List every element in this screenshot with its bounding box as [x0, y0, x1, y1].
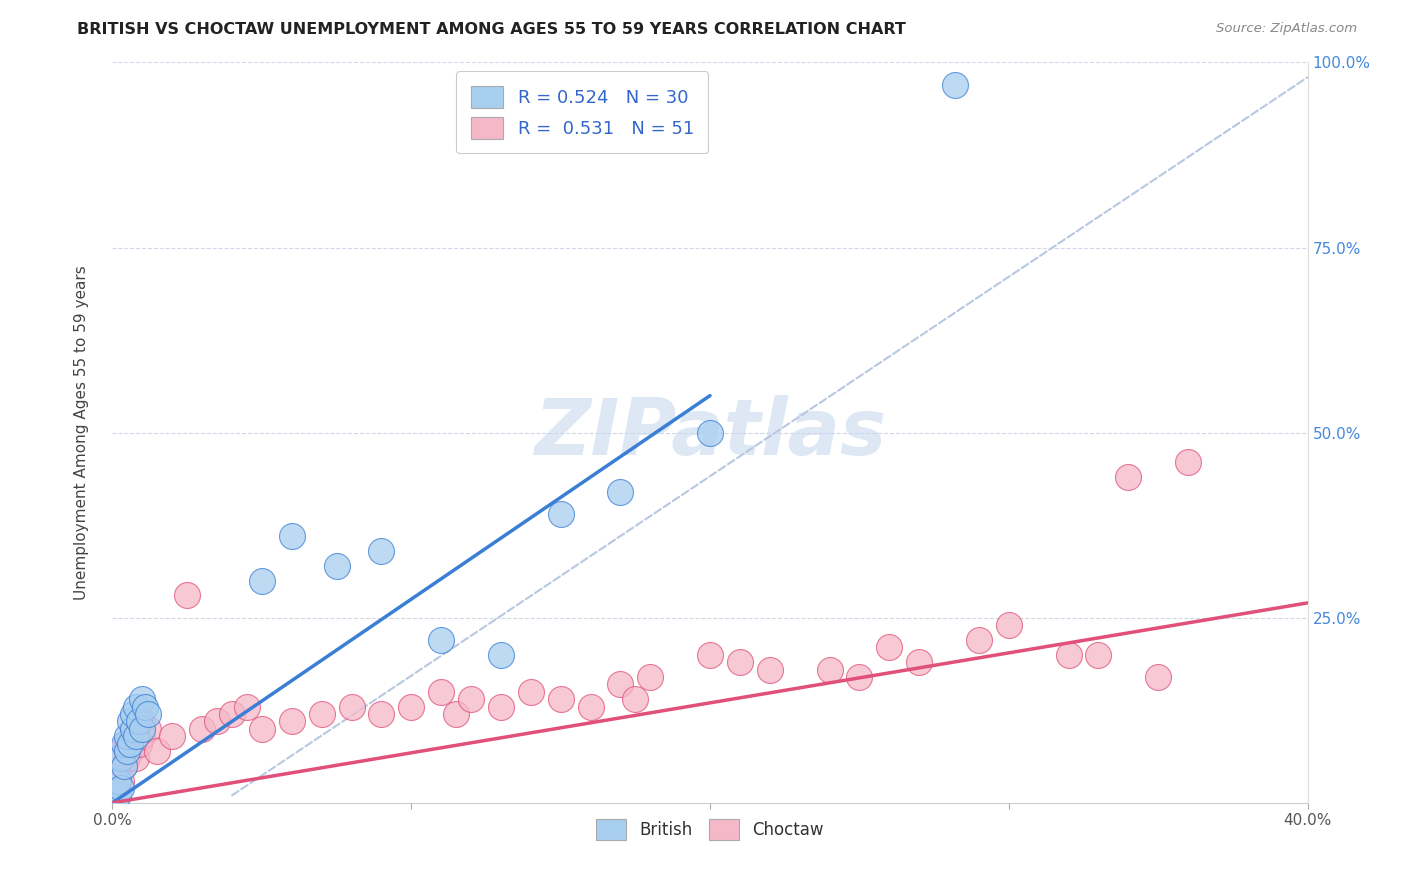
Point — [728, 655, 751, 669]
Point — [430, 632, 453, 647]
Point — [117, 729, 139, 743]
Point — [250, 722, 273, 736]
Point — [370, 544, 392, 558]
Text: Source: ZipAtlas.com: Source: ZipAtlas.com — [1216, 22, 1357, 36]
Point — [117, 744, 139, 758]
Point — [120, 737, 142, 751]
Legend: British, Choctaw: British, Choctaw — [589, 813, 831, 847]
Point — [146, 744, 169, 758]
Point — [1057, 648, 1080, 662]
Point — [460, 692, 482, 706]
Text: BRITISH VS CHOCTAW UNEMPLOYMENT AMONG AGES 55 TO 59 YEARS CORRELATION CHART: BRITISH VS CHOCTAW UNEMPLOYMENT AMONG AG… — [77, 22, 907, 37]
Point — [134, 699, 156, 714]
Point — [879, 640, 901, 655]
Point — [579, 699, 602, 714]
Point — [138, 706, 160, 721]
Point — [131, 714, 153, 729]
Point — [325, 558, 347, 573]
Point — [281, 714, 304, 729]
Point — [122, 706, 145, 721]
Point — [444, 706, 467, 721]
Point — [759, 663, 782, 677]
Point — [401, 699, 423, 714]
Point — [250, 574, 273, 588]
Point — [1118, 470, 1140, 484]
Point — [107, 789, 129, 803]
Point — [370, 706, 392, 721]
Point — [107, 766, 129, 780]
Point — [1177, 455, 1199, 469]
Point — [117, 737, 139, 751]
Point — [122, 729, 145, 743]
Point — [110, 780, 132, 795]
Point — [640, 670, 662, 684]
Point — [104, 780, 127, 795]
Point — [520, 685, 543, 699]
Point — [550, 507, 572, 521]
Point — [176, 589, 198, 603]
Point — [967, 632, 990, 647]
Point — [281, 529, 304, 543]
Point — [699, 425, 721, 440]
Point — [128, 714, 150, 729]
Point — [110, 773, 132, 788]
Point — [311, 706, 333, 721]
Point — [114, 737, 135, 751]
Point — [125, 751, 148, 765]
Point — [104, 792, 127, 806]
Point — [162, 729, 183, 743]
Point — [236, 699, 259, 714]
Point — [125, 729, 148, 743]
Point — [550, 692, 572, 706]
Point — [609, 677, 631, 691]
Point — [848, 670, 870, 684]
Point — [430, 685, 453, 699]
Point — [131, 729, 153, 743]
Text: ZIPatlas: ZIPatlas — [534, 394, 886, 471]
Point — [489, 699, 512, 714]
Point — [120, 744, 142, 758]
Point — [122, 722, 145, 736]
Point — [138, 722, 160, 736]
Point — [128, 737, 150, 751]
Point — [489, 648, 512, 662]
Point — [624, 692, 647, 706]
Point — [609, 484, 631, 499]
Y-axis label: Unemployment Among Ages 55 to 59 years: Unemployment Among Ages 55 to 59 years — [75, 265, 89, 600]
Point — [818, 663, 841, 677]
Point — [908, 655, 931, 669]
Point — [114, 758, 135, 772]
Point — [131, 722, 153, 736]
Point — [1147, 670, 1170, 684]
Point — [205, 714, 228, 729]
Point — [191, 722, 214, 736]
Point — [117, 751, 139, 765]
Point — [340, 699, 363, 714]
Point — [998, 618, 1021, 632]
Point — [1087, 648, 1109, 662]
Point — [110, 744, 132, 758]
Point — [131, 692, 153, 706]
Point — [110, 751, 132, 765]
Point — [107, 773, 129, 788]
Point — [943, 78, 966, 92]
Point — [114, 758, 135, 772]
Point — [221, 706, 243, 721]
Point — [699, 648, 721, 662]
Point — [120, 714, 142, 729]
Point — [125, 699, 148, 714]
